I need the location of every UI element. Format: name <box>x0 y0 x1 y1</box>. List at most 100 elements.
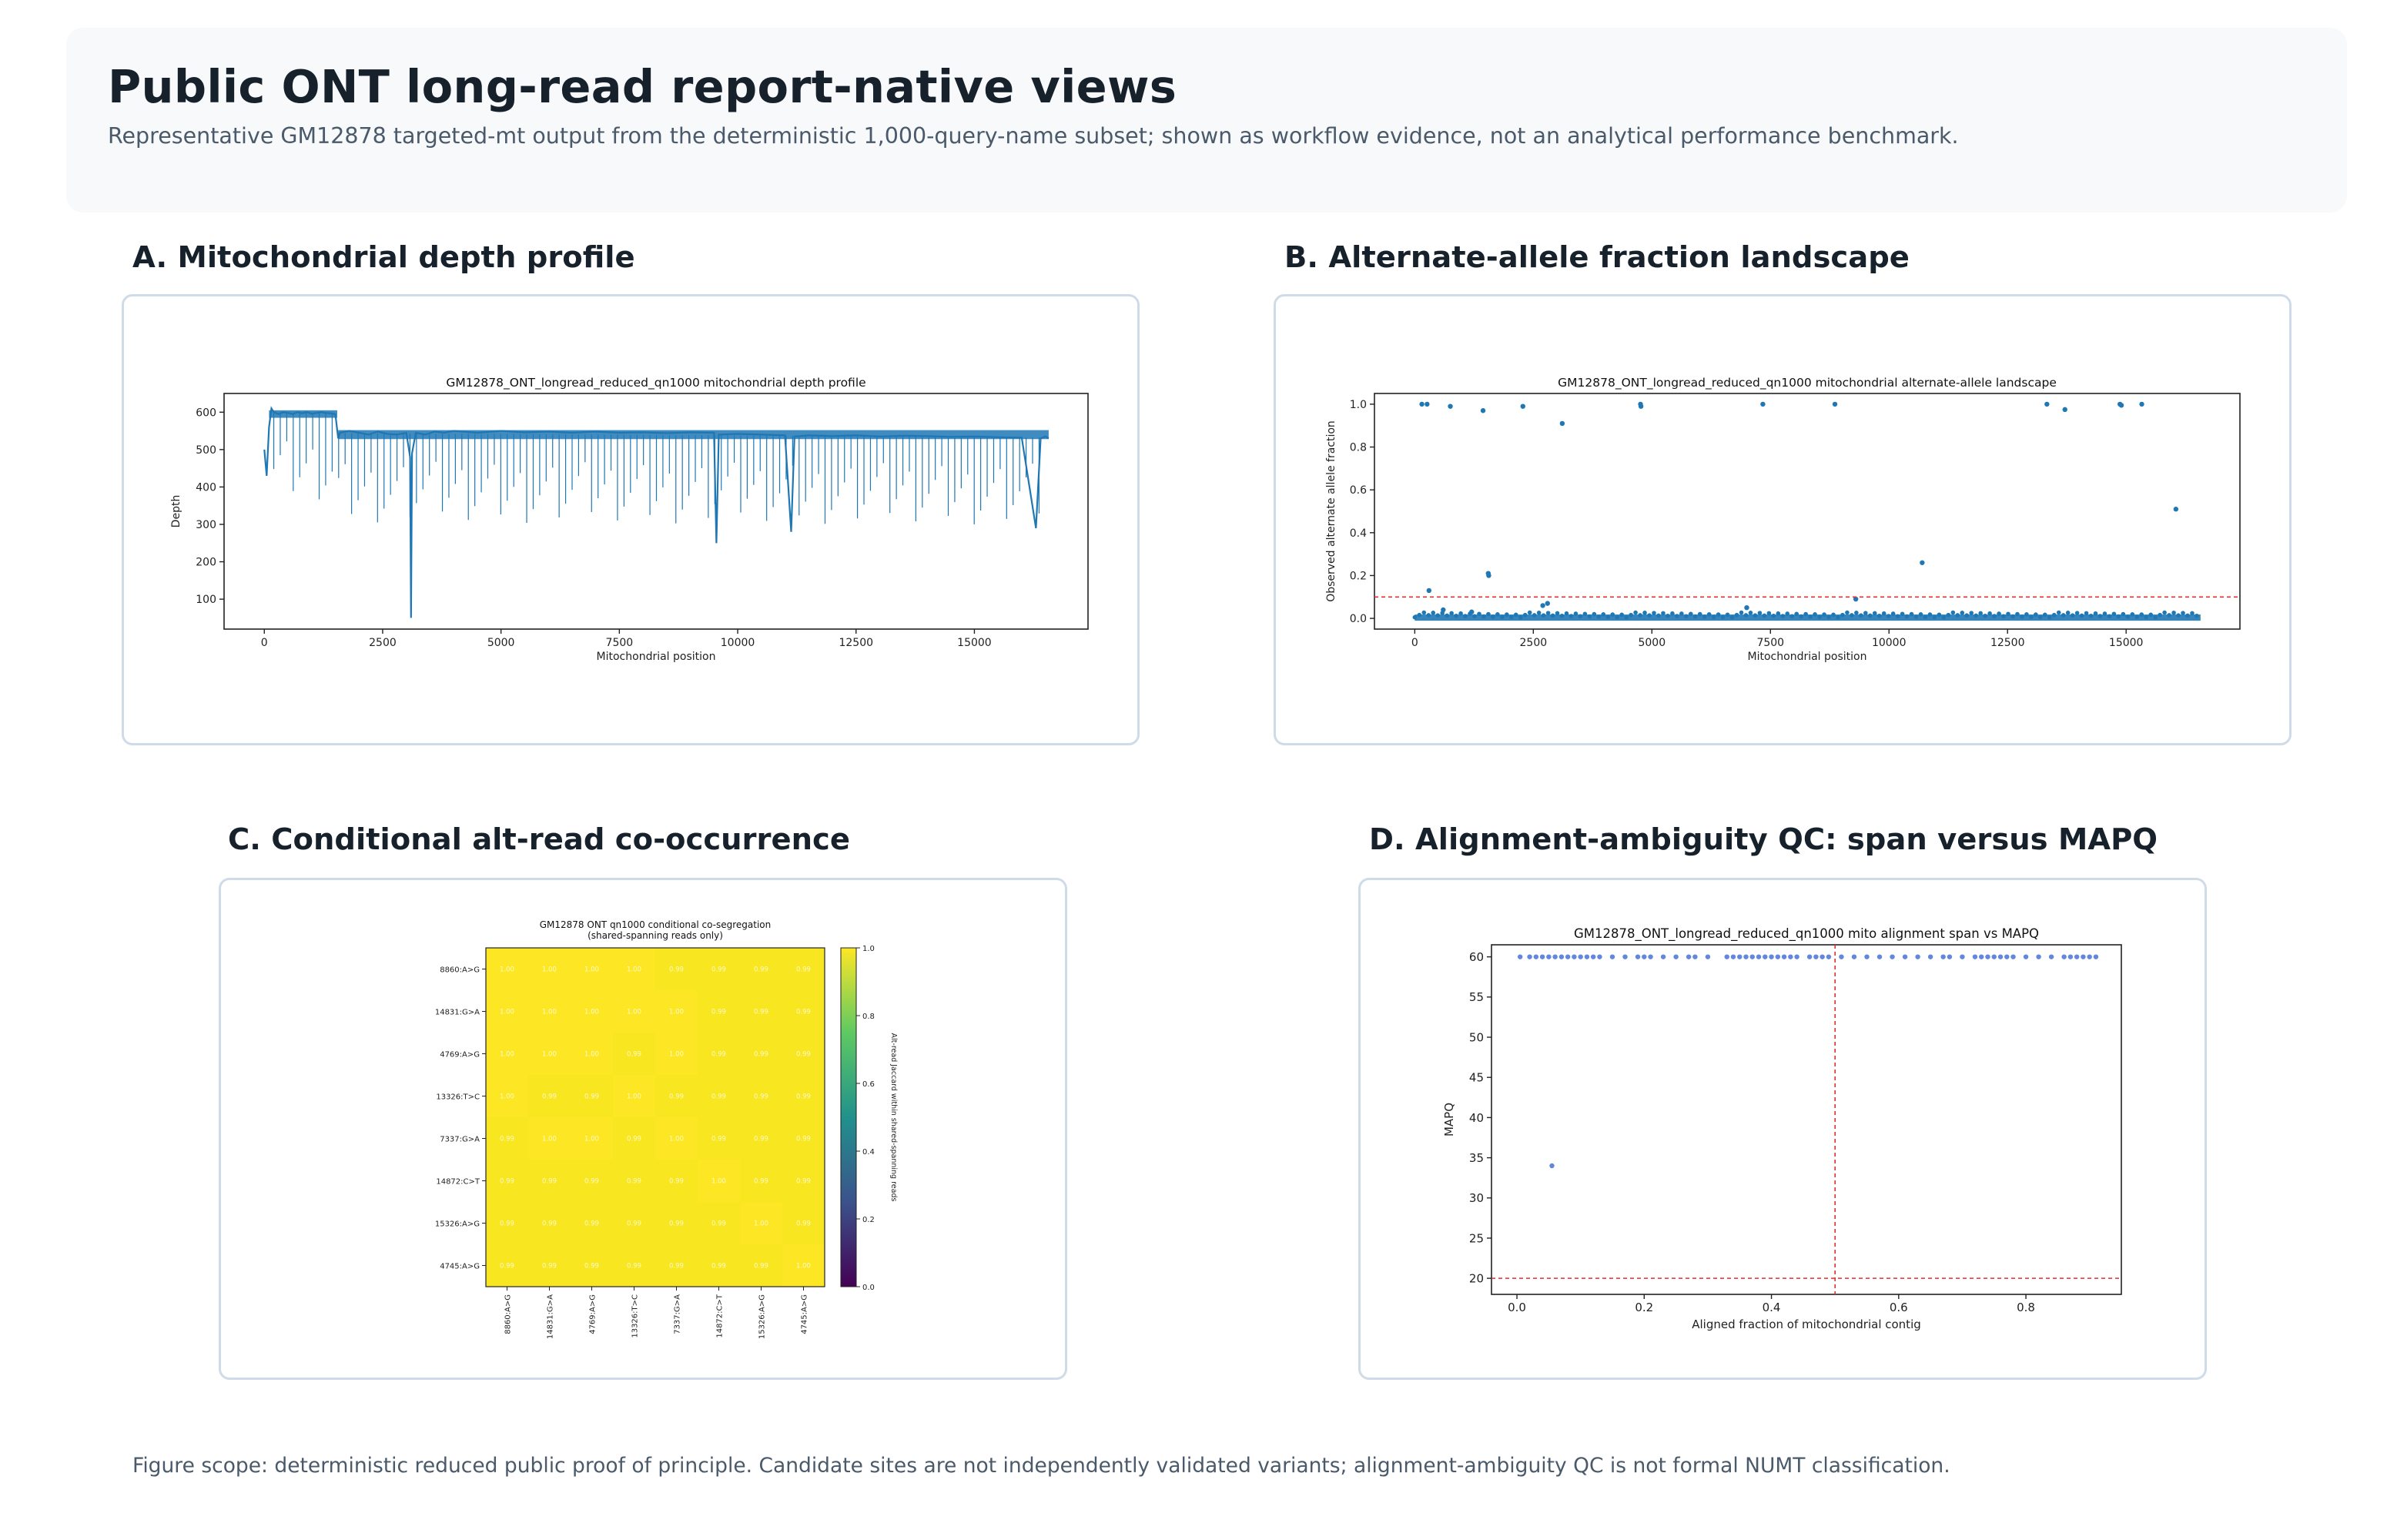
depth-band-high <box>269 410 337 418</box>
af-point-low <box>1633 610 1638 615</box>
af-point-low <box>1716 612 1721 617</box>
heatmap-col-label: 4745:A>G <box>801 1294 809 1334</box>
x-tick-label: 5000 <box>1638 637 1666 649</box>
mapq-point <box>1622 954 1628 959</box>
panel-d-title: D. Alignment-ambiguity QC: span versus M… <box>1369 822 2158 857</box>
heatmap-row-label: 8860:A>G <box>440 966 480 975</box>
af-point-low <box>1647 613 1652 618</box>
heatmap-cell-label: 1.00 <box>584 966 599 974</box>
mapq-point <box>1794 954 1799 959</box>
heatmap-cell <box>740 1202 783 1245</box>
heatmap-cell-label: 0.99 <box>584 1178 599 1186</box>
af-point-low <box>1725 612 1730 618</box>
af-point-low <box>2134 614 2140 619</box>
heatmap-cell <box>571 1244 614 1287</box>
heatmap-cell-label: 0.99 <box>500 1263 514 1270</box>
af-point <box>2044 401 2050 407</box>
af-point-low <box>1974 613 1978 618</box>
af-point-low <box>1435 613 1441 618</box>
af-point-low <box>2139 612 2144 617</box>
heatmap-cell <box>613 1244 656 1287</box>
heatmap-cell <box>486 990 529 1033</box>
x-tick-label: 12500 <box>839 637 873 649</box>
af-point-low <box>1997 611 2001 616</box>
mapq-point <box>1927 954 1933 959</box>
af-point-low <box>1426 613 1431 618</box>
y-tick-label: 0.0 <box>1350 613 1367 625</box>
heatmap-cell <box>613 1033 656 1076</box>
mapq-point <box>1578 954 1583 959</box>
heatmap-cell-label: 0.99 <box>754 966 768 974</box>
af-point-low <box>1941 614 1947 620</box>
colorbar <box>840 947 857 1287</box>
af-point-low <box>1601 612 1606 617</box>
heatmap-col-label: 14872:C>T <box>716 1294 725 1338</box>
heatmap-cell-label: 0.99 <box>542 1220 557 1228</box>
af-point-low <box>2153 614 2158 620</box>
af-point-low <box>2065 611 2071 615</box>
colorbar-tick-label: 1.0 <box>862 945 875 953</box>
heatmap-cell <box>740 948 783 991</box>
af-point-low <box>1592 611 1597 617</box>
heatmap-cell <box>698 990 741 1033</box>
af-point-low <box>1458 611 1463 616</box>
af-point <box>1426 588 1432 594</box>
mapq-point <box>1979 954 1984 959</box>
y-tick-label: 600 <box>196 407 216 419</box>
mapq-point <box>1549 1163 1555 1169</box>
page-subtitle: Representative GM12878 targeted-mt outpu… <box>108 123 1959 149</box>
mapq-point <box>1890 954 1895 959</box>
af-point-low <box>2024 612 2029 617</box>
heatmap-cell <box>698 1160 741 1203</box>
af-baseline-band <box>1414 614 2201 621</box>
mapq-point <box>1724 954 1729 959</box>
af-point-low <box>1619 612 1624 618</box>
depth-band <box>338 430 1049 440</box>
y-axis-label: Observed alternate allele fraction <box>1325 420 1337 602</box>
heatmap-cell-label: 0.99 <box>796 1136 811 1143</box>
mapq-point <box>1972 954 1978 959</box>
af-point-low <box>2034 612 2038 617</box>
heatmap-cell-label: 0.99 <box>711 1009 726 1016</box>
af-point-low <box>1555 611 1560 616</box>
af-point-low <box>1826 614 1831 620</box>
af-point-low <box>2130 612 2135 617</box>
mapq-point <box>2004 954 2010 959</box>
heatmap-cell-label: 0.99 <box>754 1093 768 1101</box>
heatmap-cell-label: 1.00 <box>669 1051 684 1059</box>
y-tick-label: 1.0 <box>1350 399 1367 411</box>
af-point-low <box>2194 613 2199 618</box>
af-point-low <box>2107 614 2112 619</box>
heatmap-cell <box>740 1075 783 1118</box>
af-point-low <box>1629 612 1633 618</box>
af-point-low <box>1661 611 1666 616</box>
heatmap-cell <box>613 1160 656 1203</box>
af-point-low <box>1486 611 1491 617</box>
mapq-point <box>1743 954 1749 959</box>
af-point-low <box>2185 613 2190 618</box>
heatmap-col-label: 13326:T>C <box>631 1294 640 1338</box>
af-point-low <box>1688 611 1693 617</box>
heatmap-cell-label: 0.99 <box>711 1093 726 1101</box>
af-point-low <box>1978 611 1983 616</box>
af-point-low <box>1605 614 1611 619</box>
heatmap-cell <box>571 1160 614 1203</box>
mapq-point <box>1642 954 1647 959</box>
heatmap-cell <box>740 990 783 1033</box>
heatmap-cell-label: 1.00 <box>627 1093 641 1101</box>
heatmap-cell-label: 1.00 <box>542 1051 557 1059</box>
af-point-low <box>1748 611 1753 615</box>
mapq-point <box>2067 954 2074 959</box>
mapq-point <box>1985 954 1990 959</box>
af-point-low <box>1808 614 1813 619</box>
heatmap-cell-label: 0.99 <box>669 1263 684 1270</box>
mapq-point <box>1839 954 1844 959</box>
af-point-low <box>1522 612 1528 618</box>
heatmap-cell <box>655 1244 698 1287</box>
af-point-low <box>2088 613 2094 618</box>
heatmap-cell-label: 0.99 <box>754 1178 768 1186</box>
x-tick-label: 0.8 <box>2017 1301 2035 1314</box>
heatmap-cell <box>698 1075 741 1118</box>
heatmap-cell-label: 0.99 <box>669 1178 684 1186</box>
af-point-low <box>2125 614 2131 619</box>
